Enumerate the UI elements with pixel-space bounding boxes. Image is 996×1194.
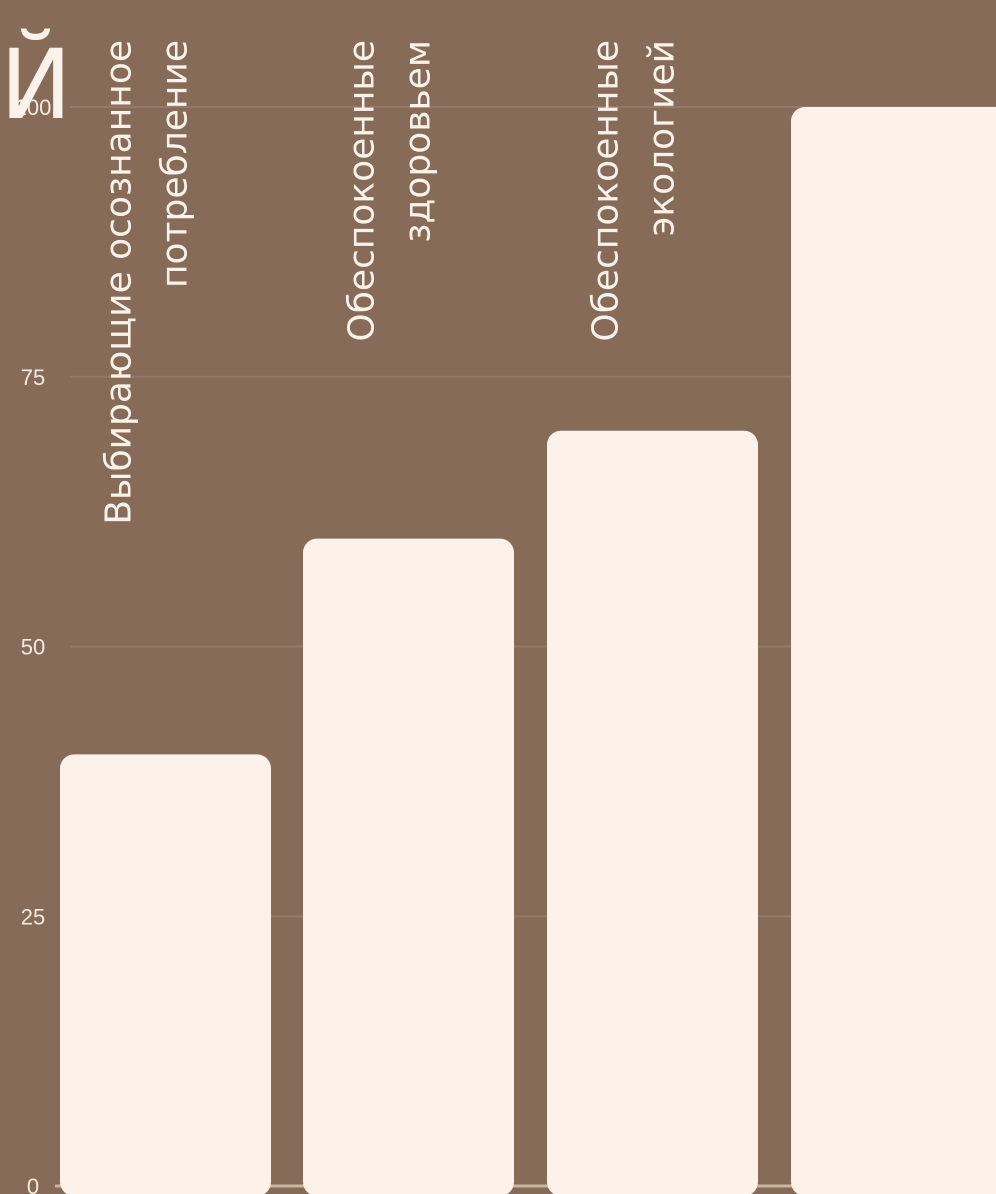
y-tick-label-25: 25 bbox=[21, 904, 45, 929]
bar-labels: Выбирающие осознанное потребление Обеспоко… bbox=[99, 40, 683, 525]
bar-label-3-line-2: экологией bbox=[642, 40, 683, 236]
y-tick-label-50: 50 bbox=[21, 635, 45, 660]
bars bbox=[60, 107, 996, 1194]
bar-label-1-line-2: потребление bbox=[155, 40, 196, 288]
bar-1 bbox=[60, 754, 271, 1194]
chart-title-fragment: Й bbox=[0, 28, 72, 141]
bar-label-1-line-1: Выбирающие осознанное bbox=[99, 40, 140, 525]
y-axis-ticks: 0 25 50 75 100 bbox=[15, 95, 52, 1194]
bar-4 bbox=[791, 107, 996, 1194]
bar-3 bbox=[547, 430, 758, 1194]
bar-2 bbox=[303, 538, 514, 1194]
y-tick-label-75: 75 bbox=[21, 365, 45, 390]
bar-label-2-line-2: здоровьем bbox=[398, 40, 439, 243]
bar-label-2-line-1: Обеспокоенные bbox=[342, 40, 383, 342]
y-tick-label-0: 0 bbox=[27, 1174, 39, 1194]
y-tick-label-100: 100 bbox=[15, 95, 52, 120]
bar-label-3-line-1: Обеспокоенные bbox=[586, 40, 627, 342]
